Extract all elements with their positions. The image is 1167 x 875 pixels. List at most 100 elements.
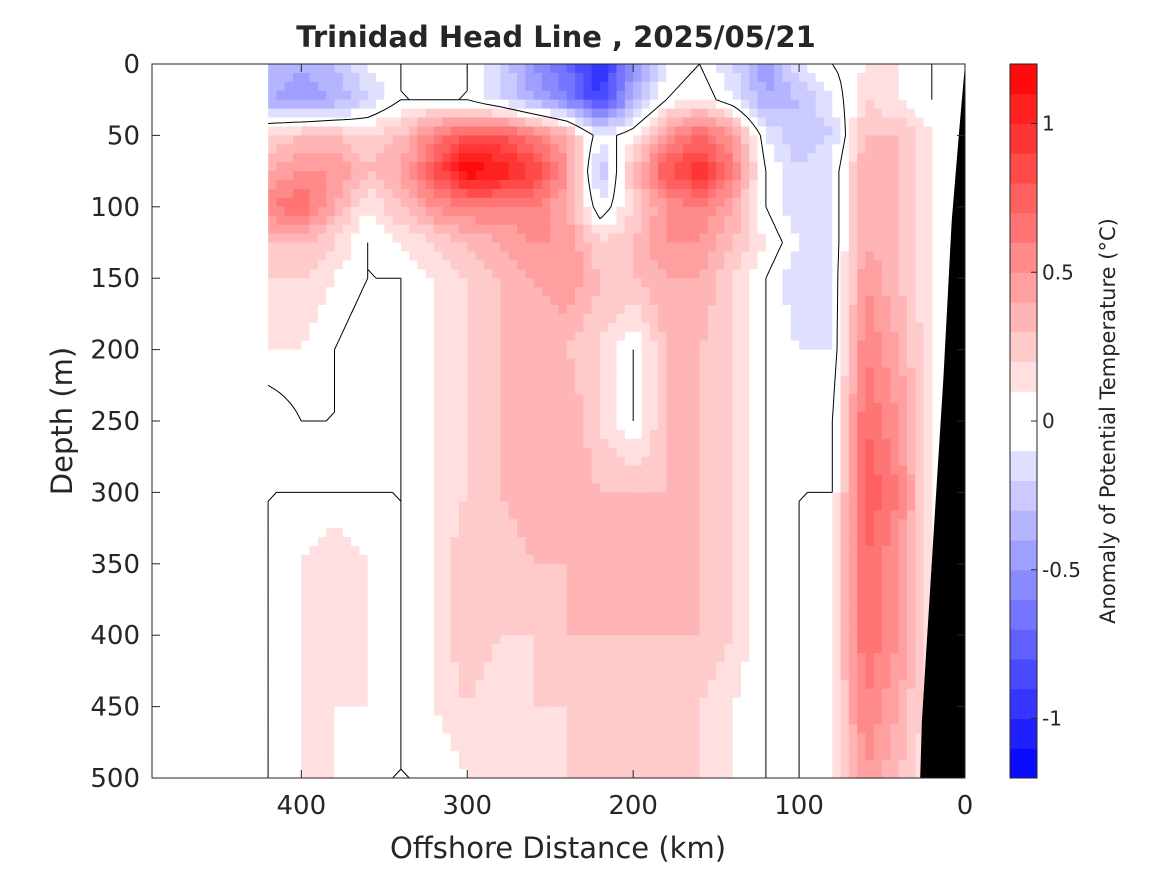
heatmap-cell bbox=[724, 492, 734, 502]
heatmap-cell bbox=[641, 296, 651, 306]
heatmap-cell bbox=[741, 162, 750, 172]
heatmap-cell bbox=[558, 545, 568, 556]
heatmap-cell bbox=[400, 447, 410, 458]
heatmap-cell bbox=[467, 456, 477, 467]
heatmap-cell bbox=[425, 394, 435, 404]
heatmap-cell bbox=[558, 403, 568, 413]
heatmap-cell bbox=[741, 296, 750, 306]
heatmap-cell bbox=[616, 608, 626, 618]
heatmap-cell bbox=[575, 501, 584, 511]
heatmap-cell bbox=[483, 90, 493, 101]
heatmap-cell bbox=[566, 412, 576, 422]
heatmap-cell bbox=[699, 376, 709, 386]
heatmap-cell bbox=[774, 661, 784, 672]
heatmap-cell bbox=[765, 617, 775, 627]
heatmap-cell bbox=[732, 385, 742, 395]
heatmap-cell bbox=[616, 188, 626, 199]
heatmap-cell bbox=[707, 661, 717, 672]
heatmap-cell bbox=[566, 304, 576, 315]
heatmap-cell bbox=[541, 90, 551, 101]
heatmap-cell bbox=[624, 81, 634, 92]
heatmap-cell bbox=[359, 180, 369, 190]
heatmap-cell bbox=[450, 608, 460, 618]
heatmap-cell bbox=[508, 617, 518, 627]
heatmap-cell bbox=[342, 376, 352, 386]
heatmap-cell bbox=[384, 447, 394, 458]
heatmap-cell bbox=[550, 697, 560, 708]
heatmap-cell bbox=[716, 144, 726, 154]
heatmap-cell bbox=[417, 313, 427, 324]
heatmap-cell bbox=[608, 581, 618, 592]
heatmap-cell bbox=[558, 224, 568, 235]
heatmap-cell bbox=[533, 679, 543, 690]
heatmap-cell bbox=[732, 706, 742, 717]
heatmap-cell bbox=[691, 349, 701, 360]
heatmap-cell bbox=[616, 421, 626, 431]
heatmap-cell bbox=[434, 260, 443, 270]
heatmap-cell bbox=[616, 358, 626, 369]
heatmap-cell bbox=[649, 394, 659, 404]
heatmap-cell bbox=[774, 608, 784, 618]
heatmap-cell bbox=[707, 483, 717, 493]
heatmap-cell bbox=[575, 465, 584, 476]
heatmap-cell bbox=[724, 304, 734, 315]
heatmap-cell bbox=[558, 331, 568, 342]
heatmap-cell bbox=[317, 545, 327, 556]
heatmap-cell bbox=[276, 81, 286, 92]
heatmap-cell bbox=[409, 644, 419, 654]
heatmap-cell bbox=[334, 296, 344, 306]
heatmap-cell bbox=[475, 644, 485, 654]
heatmap-cell bbox=[492, 483, 502, 493]
heatmap-cell bbox=[741, 126, 750, 136]
heatmap-cell bbox=[616, 90, 626, 101]
heatmap-cell bbox=[674, 519, 684, 529]
heatmap-cell bbox=[334, 679, 344, 690]
heatmap-cell bbox=[666, 260, 676, 270]
heatmap-cell bbox=[276, 545, 286, 556]
heatmap-cell bbox=[268, 421, 278, 431]
heatmap-cell bbox=[575, 64, 584, 74]
heatmap-cell bbox=[674, 367, 684, 377]
heatmap-cell bbox=[624, 171, 634, 181]
heatmap-cell bbox=[741, 438, 750, 449]
heatmap-cell bbox=[691, 545, 701, 556]
heatmap-cell bbox=[284, 563, 294, 574]
heatmap-cell bbox=[682, 322, 692, 333]
heatmap-cell bbox=[508, 117, 518, 128]
heatmap-cell bbox=[741, 153, 750, 163]
heatmap-cell bbox=[276, 171, 286, 181]
heatmap-cell bbox=[550, 224, 560, 235]
heatmap-cell bbox=[508, 644, 518, 654]
heatmap-cell bbox=[583, 447, 593, 458]
heatmap-cell bbox=[309, 670, 319, 681]
heatmap-cell bbox=[550, 653, 560, 663]
heatmap-cell bbox=[765, 135, 775, 145]
heatmap-cell bbox=[351, 251, 360, 261]
heatmap-cell bbox=[458, 251, 468, 261]
heatmap-cell bbox=[442, 260, 452, 270]
heatmap-cell bbox=[674, 144, 684, 154]
heatmap-cell bbox=[541, 251, 551, 261]
heatmap-cell bbox=[351, 81, 360, 92]
heatmap-cell bbox=[434, 769, 443, 779]
heatmap-cell bbox=[599, 126, 609, 136]
heatmap-cell bbox=[483, 81, 493, 92]
heatmap-cell bbox=[326, 126, 336, 136]
heatmap-cell bbox=[409, 126, 419, 136]
heatmap-cell bbox=[666, 760, 676, 770]
heatmap-cell bbox=[375, 251, 385, 261]
heatmap-cell bbox=[724, 760, 734, 770]
heatmap-cell bbox=[409, 278, 419, 288]
heatmap-cell bbox=[467, 742, 477, 752]
heatmap-cell bbox=[749, 269, 759, 279]
heatmap-cell bbox=[599, 635, 609, 645]
heatmap-cell bbox=[599, 313, 609, 324]
heatmap-cell bbox=[566, 501, 576, 511]
heatmap-cell bbox=[616, 144, 626, 154]
heatmap-cell bbox=[508, 385, 518, 395]
heatmap-cell bbox=[757, 670, 767, 681]
heatmap-cell bbox=[774, 72, 784, 83]
heatmap-cell bbox=[268, 697, 278, 708]
heatmap-cell bbox=[276, 644, 286, 654]
heatmap-cell bbox=[417, 724, 427, 734]
